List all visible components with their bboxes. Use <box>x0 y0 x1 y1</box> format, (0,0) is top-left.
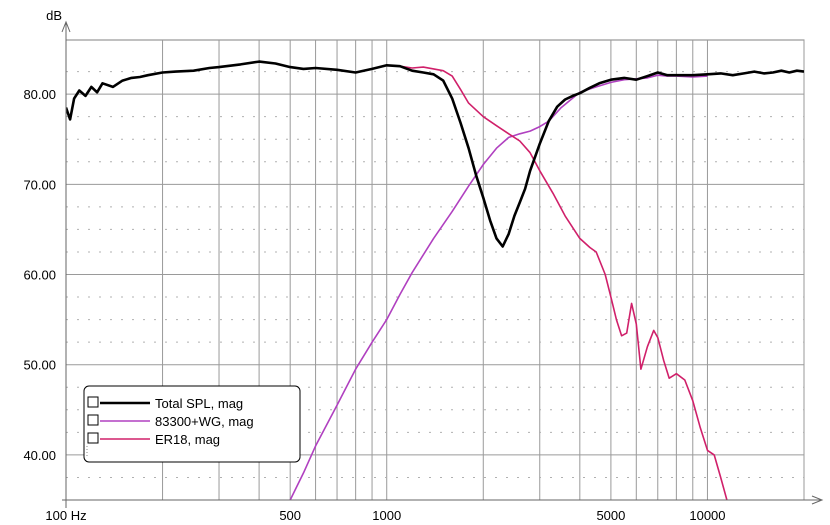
axes: dB 80.00 70.00 60.00 50.00 40.00 100 Hz 500 1000… <box>23 8 824 523</box>
series-group <box>66 60 804 500</box>
y-tick-label: 80.00 <box>23 87 56 102</box>
legend-label: Total SPL, mag <box>155 396 243 411</box>
y-tick-label: 50.00 <box>23 358 56 373</box>
legend-checkbox[interactable] <box>87 414 99 426</box>
x-axis-arrow <box>811 495 824 505</box>
series-line-0 <box>66 60 804 248</box>
x-tick-label: 100 Hz <box>45 508 86 523</box>
y-tick-label: 40.00 <box>23 448 56 463</box>
legend[interactable]: Total SPL, mag 83300+WG, mag ER18, mag <box>83 385 301 463</box>
legend-checkbox[interactable] <box>87 432 99 444</box>
y-tick-label: 70.00 <box>23 177 56 192</box>
legend-box[interactable] <box>83 385 301 463</box>
x-tick-label: 500 <box>279 508 301 523</box>
legend-label: ER18, mag <box>155 432 220 447</box>
y-axis-label: dB <box>46 8 62 23</box>
legend-checkbox[interactable] <box>87 396 99 408</box>
x-tick-label: 5000 <box>596 508 625 523</box>
x-tick-label: 1000 <box>372 508 401 523</box>
y-axis-arrow <box>61 20 71 33</box>
series-line-1 <box>289 74 708 500</box>
y-tick-label: 60.00 <box>23 268 56 283</box>
legend-label: 83300+WG, mag <box>155 414 254 429</box>
series-line-2 <box>386 64 728 500</box>
x-tick-label: 10000 <box>689 508 725 523</box>
